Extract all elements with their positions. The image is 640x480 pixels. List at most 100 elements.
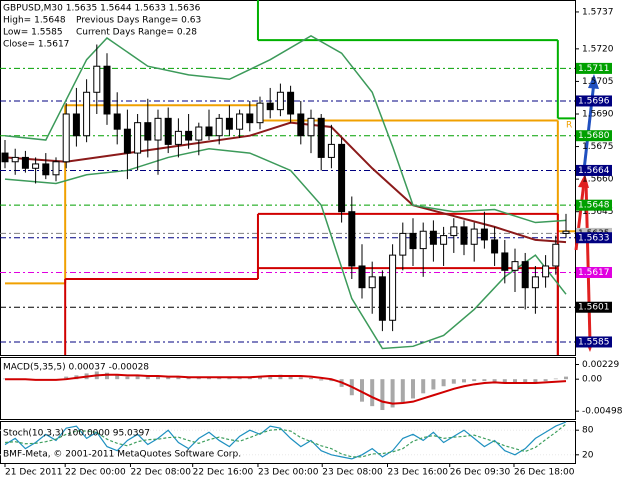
macd-plot <box>3 371 568 411</box>
candle-body <box>450 226 458 237</box>
price-pane <box>0 0 576 356</box>
macd-bar <box>370 379 375 407</box>
macd-bar <box>156 375 160 380</box>
chart-title: GBPUSD,M30 1.5635 1.5644 1.5633 1.5636 <box>3 4 201 14</box>
macd-bar <box>268 375 273 380</box>
macd-bar <box>390 379 395 408</box>
level-label: 1.5711 <box>578 64 610 74</box>
level-label: 1.5585 <box>578 337 610 347</box>
y-tick-label: 1.5720 <box>582 44 614 54</box>
level-box <box>576 232 612 244</box>
x-tick-label: 22 Dec 00:00 <box>65 468 126 478</box>
candle-body <box>134 122 142 154</box>
x-tick-label: 26 Dec 18:00 <box>514 468 575 478</box>
candle-body <box>378 276 386 321</box>
candle-body <box>164 117 172 145</box>
candle-body <box>287 91 295 115</box>
candle-body <box>317 117 325 158</box>
level-box <box>576 336 612 348</box>
candle-body <box>266 102 274 111</box>
macd-bar <box>288 375 293 380</box>
candle-body <box>470 228 478 245</box>
level-box <box>576 301 612 313</box>
y-tick-label: 1.5737 <box>582 7 614 17</box>
level-box <box>576 199 612 211</box>
macd-bar <box>166 377 171 380</box>
arrow-head <box>588 74 599 89</box>
candle-body <box>215 117 223 137</box>
candle-body <box>52 161 60 176</box>
candle-body <box>11 156 19 163</box>
macd-bar <box>115 374 120 380</box>
candle-body <box>460 226 468 245</box>
info-high: High= 1.5648 <box>3 16 66 26</box>
macd-bar <box>298 377 303 380</box>
x-tick-label: 22 Dec 08:00 <box>130 468 191 478</box>
macd-signal <box>5 373 567 405</box>
candle-body <box>72 113 80 137</box>
candle-body <box>307 117 315 137</box>
y-tick-label: 1.5660 <box>582 175 614 185</box>
macd-bar <box>451 379 456 384</box>
macd-bar <box>513 379 517 383</box>
macd-bar <box>441 379 446 387</box>
candle-body <box>1 152 9 163</box>
level-box <box>576 266 612 278</box>
candle-body <box>419 230 427 250</box>
candle-body <box>348 211 356 267</box>
info-cur-range: Current Days Range= 0.28 <box>76 28 197 38</box>
macd-bar <box>207 377 211 380</box>
candle-body <box>62 113 70 163</box>
x-tick-label: 23 Dec 08:00 <box>322 468 383 478</box>
candle-body <box>562 230 570 234</box>
candle-body <box>42 163 50 176</box>
candle-body <box>491 239 499 254</box>
macd-bar <box>64 376 69 380</box>
y-tick-label: 20 <box>582 450 594 460</box>
info-close: Close= 1.5617 <box>3 40 69 50</box>
candle-body <box>531 276 539 289</box>
macd-bar <box>176 377 181 380</box>
level-box <box>576 130 612 142</box>
price-plot <box>0 0 575 355</box>
macd-bar <box>462 379 466 383</box>
macd-bar <box>125 376 130 380</box>
candle-body <box>21 156 29 169</box>
macd-bar <box>523 379 528 384</box>
candle-body <box>338 143 346 213</box>
candle-body <box>195 126 203 141</box>
candle-body <box>480 228 488 241</box>
x-tick-label: 23 Dec 00:00 <box>258 468 319 478</box>
candle-body <box>236 113 244 130</box>
y-tick-label: -0.00498 <box>582 407 623 417</box>
macd-bar <box>380 379 385 411</box>
x-tick-label: 22 Dec 16:00 <box>193 468 254 478</box>
candle-body <box>246 113 254 124</box>
y-tick-label: 1.5690 <box>582 109 614 119</box>
candle-body <box>154 117 162 141</box>
y-tick-label: 1.5645 <box>582 207 614 217</box>
candle-body <box>409 232 417 250</box>
macd-title: MACD(5,35,5) 0.00037 -0.00028 <box>3 363 149 373</box>
candle-body <box>123 128 131 154</box>
level-box <box>576 164 612 176</box>
candle-body <box>368 276 376 289</box>
macd-bar <box>319 379 324 381</box>
candle-body <box>552 243 560 267</box>
info-prev-range: Previous Days Range= 0.63 <box>76 16 201 26</box>
macd-bar <box>431 379 436 390</box>
candle-body <box>225 117 233 130</box>
macd-bar <box>533 379 538 384</box>
y-tick-label: 0.00 <box>582 375 602 385</box>
candle-body <box>358 265 366 289</box>
macd-bar <box>492 379 497 382</box>
level-label: 1.5601 <box>578 303 610 313</box>
level-label: 1.5680 <box>578 131 610 141</box>
macd-bar <box>186 377 191 380</box>
stoch-line <box>4 421 567 460</box>
macd-bar <box>472 379 477 382</box>
indicator-line <box>4 147 567 350</box>
level-box <box>576 62 612 74</box>
macd-bar <box>421 379 426 394</box>
candle-body <box>511 261 519 271</box>
